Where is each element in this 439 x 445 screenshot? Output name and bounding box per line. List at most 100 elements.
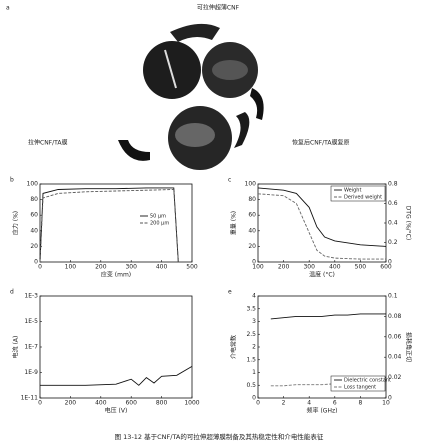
x-tick-label: 200 bbox=[65, 400, 77, 407]
series-line bbox=[257, 187, 387, 247]
y2-tick-label: 0.08 bbox=[388, 313, 402, 320]
y-tick-label: 0 bbox=[34, 259, 38, 266]
y2-tick-label: 0.1 bbox=[388, 293, 398, 300]
caption: 图 13-12 基于CNF/TA的可拉伸超薄膜制备及其热稳定性和介电性能表征 bbox=[115, 432, 324, 441]
y-tick-label: 0 bbox=[252, 395, 256, 402]
x-tick-label: 0 bbox=[38, 264, 42, 271]
photos bbox=[118, 23, 264, 170]
x-tick-label: 0 bbox=[38, 400, 42, 407]
y-tick-label: 1E-11 bbox=[21, 395, 39, 402]
y2-tick-label: 0.2 bbox=[388, 239, 398, 246]
photo-label: 拉伸CNF/TA膜 bbox=[28, 139, 67, 147]
legend-label: Weight bbox=[344, 188, 361, 194]
x-tick-label: 200 bbox=[278, 264, 290, 271]
series-line bbox=[39, 189, 179, 263]
x-tick-label: 100 bbox=[252, 264, 264, 271]
legend-label: 200 μm bbox=[150, 221, 169, 227]
y-tick-label: 100 bbox=[27, 181, 39, 188]
series-line bbox=[40, 366, 193, 386]
legend-label: Loss tangent bbox=[344, 385, 376, 391]
x-tick-label: 300 bbox=[125, 264, 137, 271]
x-tick-label: 400 bbox=[156, 264, 168, 271]
series-line bbox=[39, 187, 179, 263]
y-tick-label: 1E-3 bbox=[24, 293, 38, 300]
y-axis-label: 介电常数 bbox=[230, 335, 238, 359]
y-tick-label: 1E-5 bbox=[24, 318, 38, 325]
x-tick-label: 10 bbox=[382, 400, 390, 407]
x-tick-label: 2 bbox=[282, 400, 286, 407]
y-tick-label: 1.5 bbox=[246, 356, 256, 363]
y2-tick-label: 0.06 bbox=[388, 333, 402, 340]
y-tick-label: 3.5 bbox=[246, 305, 256, 312]
panel-label: e bbox=[228, 289, 232, 296]
y2-tick-label: 0 bbox=[388, 259, 392, 266]
x-tick-label: 4 bbox=[307, 400, 311, 407]
photo-label: 恢复后CNF/TA膜复原 bbox=[292, 139, 349, 147]
x-tick-label: 400 bbox=[329, 264, 341, 271]
x-tick-label: 500 bbox=[355, 264, 367, 271]
y2-tick-label: 0.04 bbox=[388, 354, 402, 361]
film bbox=[212, 60, 248, 80]
arrow bbox=[118, 140, 150, 161]
y2-tick-label: 0 bbox=[388, 395, 392, 402]
y2-tick-label: 0.02 bbox=[388, 374, 402, 381]
x-axis-label: 电压 (V) bbox=[105, 407, 128, 415]
y-tick-label: 1E-9 bbox=[24, 369, 38, 376]
y-tick-label: 60 bbox=[30, 212, 38, 219]
y2-tick-label: 0.8 bbox=[388, 181, 398, 188]
legend-label: 50 μm bbox=[150, 214, 166, 220]
y-tick-label: 60 bbox=[248, 212, 256, 219]
series-line bbox=[270, 313, 386, 320]
panel-label: d bbox=[10, 289, 14, 296]
x-tick-label: 500 bbox=[186, 264, 198, 271]
y-tick-label: 40 bbox=[30, 227, 38, 234]
plot-frame bbox=[39, 183, 193, 263]
film-strip bbox=[164, 49, 177, 89]
y-tick-label: 2 bbox=[252, 344, 256, 351]
x-tick-label: 6 bbox=[333, 400, 337, 407]
plot-frame bbox=[39, 295, 193, 399]
legend-label: Dielectric constant bbox=[344, 378, 391, 384]
x-tick-label: 300 bbox=[303, 264, 315, 271]
y-tick-label: 3 bbox=[252, 318, 256, 325]
y-tick-label: 0.5 bbox=[246, 382, 256, 389]
y-axis-label: 电流 (A) bbox=[12, 336, 20, 359]
y-tick-label: 40 bbox=[248, 227, 256, 234]
y-axis-label: 应力 (%) bbox=[12, 211, 20, 235]
y-tick-label: 2.5 bbox=[246, 331, 256, 338]
x-tick-label: 200 bbox=[95, 264, 107, 271]
panel-title: 可拉伸超薄CNF bbox=[197, 4, 240, 12]
x-tick-label: 800 bbox=[156, 400, 168, 407]
y-tick-label: 80 bbox=[30, 196, 38, 203]
panel-label: c bbox=[228, 177, 231, 184]
panel-label: a bbox=[6, 5, 10, 12]
y-tick-label: 80 bbox=[248, 196, 256, 203]
y2-axis-label: 损耗角正切 bbox=[405, 332, 413, 362]
y2-axis-label: DTG (%/°C) bbox=[405, 206, 412, 240]
x-tick-label: 1000 bbox=[184, 400, 199, 407]
y-tick-label: 1E-7 bbox=[24, 344, 38, 351]
x-tick-label: 100 bbox=[65, 264, 77, 271]
x-axis-label: 频率 (GHz) bbox=[307, 407, 338, 415]
y-tick-label: 4 bbox=[252, 293, 256, 300]
x-axis-label: 温度 (°C) bbox=[309, 271, 335, 279]
series-line bbox=[257, 193, 386, 260]
sample-curl bbox=[234, 112, 250, 148]
legend-box bbox=[330, 185, 386, 202]
y-tick-label: 0 bbox=[252, 259, 256, 266]
y-axis-label: 重量 (%) bbox=[230, 211, 238, 235]
y-tick-label: 1 bbox=[252, 369, 256, 376]
legend-label: Derived weight bbox=[344, 195, 382, 201]
photo bbox=[143, 41, 201, 99]
panel-label: b bbox=[10, 177, 14, 184]
y2-tick-label: 0.6 bbox=[388, 200, 398, 207]
film bbox=[175, 123, 215, 147]
x-tick-label: 600 bbox=[125, 400, 137, 407]
y-tick-label: 100 bbox=[245, 181, 257, 188]
y2-tick-label: 0.4 bbox=[388, 220, 398, 227]
x-tick-label: 400 bbox=[95, 400, 107, 407]
x-tick-label: 8 bbox=[358, 400, 362, 407]
x-tick-label: 600 bbox=[380, 264, 392, 271]
